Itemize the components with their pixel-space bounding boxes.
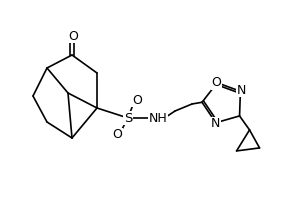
- Text: O: O: [112, 129, 122, 142]
- Text: S: S: [124, 112, 132, 124]
- Text: O: O: [211, 76, 221, 89]
- Text: N: N: [211, 117, 220, 130]
- Text: NH: NH: [148, 112, 167, 124]
- Text: N: N: [237, 84, 246, 97]
- Text: O: O: [132, 94, 142, 106]
- Text: O: O: [68, 29, 78, 43]
